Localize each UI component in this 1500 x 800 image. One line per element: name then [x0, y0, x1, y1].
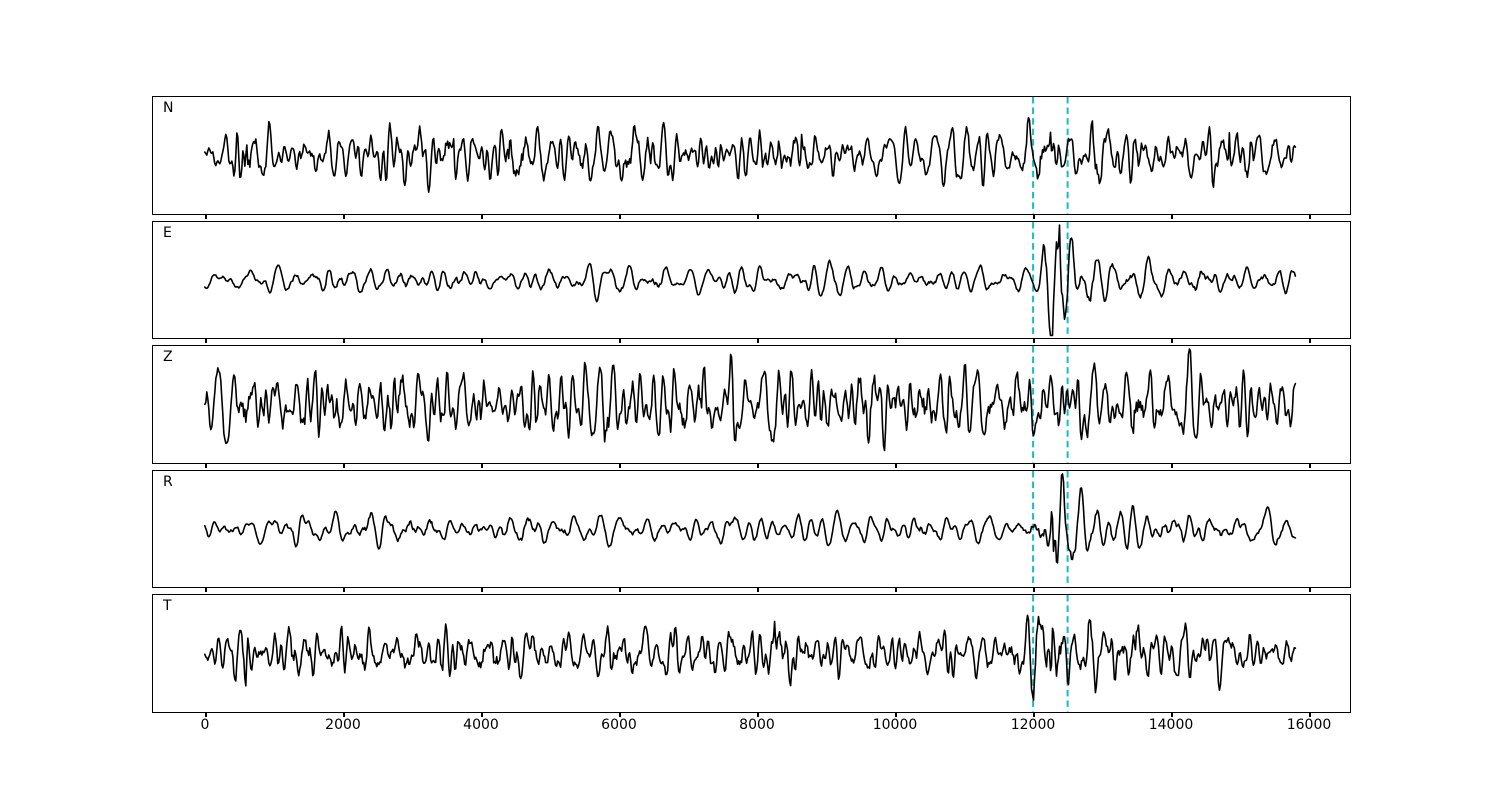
x-tick — [205, 214, 207, 219]
x-tick-label: 10000 — [872, 717, 918, 733]
x-tick-label: 6000 — [601, 717, 637, 733]
channel-label: R — [163, 473, 173, 490]
x-tick — [481, 463, 483, 468]
channel-label: Z — [163, 349, 173, 365]
waveform-trace-R — [204, 472, 1297, 564]
waveform-trace-Z — [204, 348, 1297, 452]
x-tick — [1033, 339, 1035, 344]
waveform-plot — [204, 221, 1297, 338]
x-tick — [757, 588, 759, 593]
x-tick-label: 0 — [200, 717, 210, 733]
x-tick — [757, 463, 759, 468]
waveform-panel-N: N — [152, 96, 1351, 219]
x-tick — [619, 339, 621, 344]
x-tick — [757, 339, 759, 344]
x-tick — [1171, 463, 1173, 468]
waveform-panel-E: E — [152, 220, 1351, 344]
waveform-trace-T — [204, 614, 1297, 701]
x-tick — [895, 712, 897, 717]
channel-label: E — [163, 224, 172, 241]
x-tick — [895, 463, 897, 468]
x-tick — [205, 588, 207, 593]
x-tick — [619, 214, 621, 219]
x-tick — [1033, 463, 1035, 468]
x-tick — [481, 712, 483, 717]
x-tick — [895, 339, 897, 344]
waveform-trace-N — [204, 116, 1297, 193]
x-tick — [343, 463, 345, 468]
x-tick — [1171, 712, 1173, 717]
x-tick — [895, 214, 897, 219]
x-tick — [757, 712, 759, 717]
x-tick-label: 2000 — [325, 717, 361, 733]
channel-label: N — [163, 100, 174, 116]
x-tick-label: 14000 — [1148, 717, 1194, 733]
waveform-plot — [204, 97, 1297, 214]
waveform-panel-T: T — [152, 594, 1351, 717]
x-tick — [481, 588, 483, 593]
x-tick — [1309, 214, 1311, 219]
x-tick — [1309, 339, 1311, 344]
x-tick — [619, 588, 621, 593]
x-tick — [1309, 588, 1311, 593]
x-tick — [1171, 214, 1173, 219]
x-tick — [343, 339, 345, 344]
waveform-plot — [204, 470, 1297, 587]
x-tick-label: 12000 — [1010, 717, 1056, 733]
x-tick — [757, 214, 759, 219]
x-tick — [343, 712, 345, 717]
channel-label: T — [163, 598, 172, 614]
x-tick — [481, 214, 483, 219]
x-tick — [343, 588, 345, 593]
x-tick-label: 8000 — [739, 717, 775, 733]
x-tick — [1309, 463, 1311, 468]
x-tick — [205, 463, 207, 468]
x-tick — [619, 463, 621, 468]
x-tick — [205, 339, 207, 344]
x-tick — [895, 588, 897, 593]
waveform-panel-Z: Z — [152, 345, 1351, 468]
x-tick-label: 4000 — [463, 717, 499, 733]
x-tick — [1033, 214, 1035, 219]
x-tick — [205, 712, 207, 717]
waveform-panel-R: R — [152, 469, 1351, 593]
x-tick — [481, 339, 483, 344]
x-tick — [1033, 712, 1035, 717]
x-tick — [619, 712, 621, 717]
x-tick — [1171, 339, 1173, 344]
x-tick — [1309, 712, 1311, 717]
waveform-trace-E — [204, 223, 1297, 336]
x-tick — [1171, 588, 1173, 593]
x-tick — [343, 214, 345, 219]
waveform-plot — [204, 595, 1297, 712]
x-tick-label: 16000 — [1286, 717, 1332, 733]
x-tick — [1033, 588, 1035, 593]
waveform-plot — [204, 346, 1297, 463]
